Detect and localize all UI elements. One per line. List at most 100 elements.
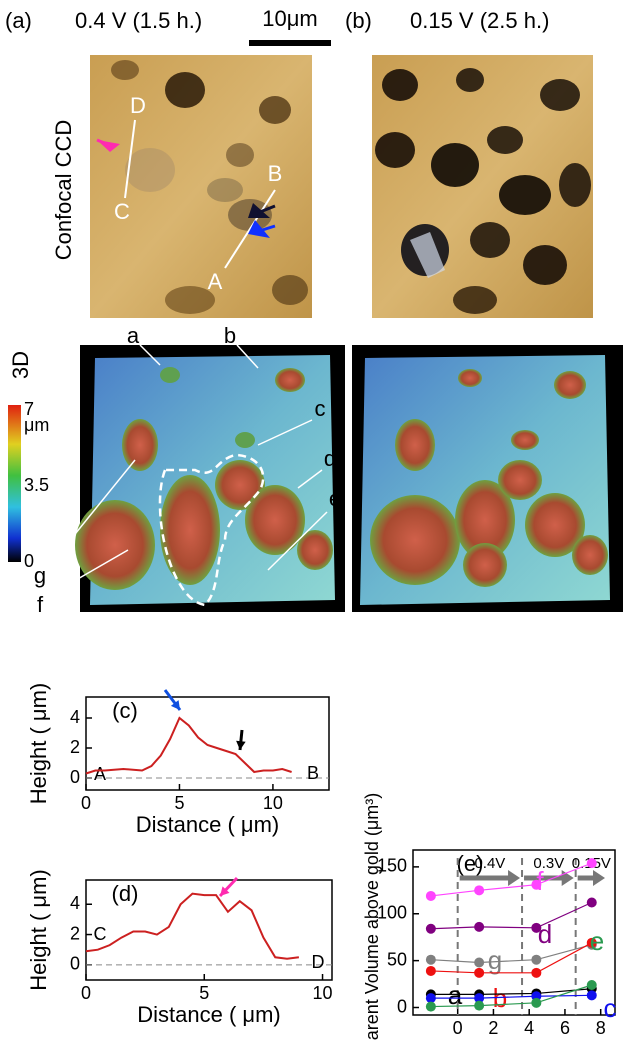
y-tick-label: 4 — [70, 707, 80, 727]
profile-line — [85, 716, 292, 775]
feature-label: f — [37, 592, 44, 617]
feature-label: c — [315, 396, 326, 421]
data-point — [586, 858, 597, 869]
data-point — [474, 1000, 485, 1011]
x-tick-label: 10 — [263, 793, 283, 813]
plot-frame — [85, 696, 330, 791]
plot-frame — [85, 879, 333, 981]
colorbar-tick: 3.5 — [24, 475, 49, 495]
profile-marker: C — [114, 199, 130, 224]
data-point — [425, 965, 436, 976]
panel-label: (c) — [112, 698, 138, 723]
series-label: e — [590, 926, 604, 956]
panel-label: (b) — [345, 8, 372, 33]
profile-marker: B — [268, 161, 283, 186]
panel-label: (e) — [457, 851, 484, 876]
stage-arrowhead — [593, 870, 605, 886]
x-tick-label: 5 — [174, 793, 184, 813]
series-line — [430, 862, 592, 897]
pointer-arrowhead — [220, 886, 230, 896]
colorbar-tick: 7 — [24, 399, 34, 419]
x-tick-label: 0 — [81, 983, 91, 1003]
annotation: B — [307, 763, 319, 783]
series-line — [430, 901, 593, 930]
surface-b — [352, 345, 623, 612]
panel-label: (a) — [5, 8, 32, 33]
series-label: d — [538, 919, 552, 949]
row-label: Confocal CCD — [51, 120, 76, 261]
feature-label: g — [34, 563, 46, 588]
y-tick-label: 0 — [70, 767, 80, 787]
series-label: f — [536, 866, 544, 896]
x-tick-label: 4 — [524, 1018, 534, 1038]
surface-a — [49, 344, 345, 612]
data-point — [425, 954, 436, 965]
data-point — [586, 980, 597, 990]
profile-marker: A — [208, 269, 223, 294]
series-line — [430, 944, 592, 964]
y-tick-label: 50 — [387, 949, 407, 969]
feature-labels: a b cde fg — [34, 323, 341, 617]
data-point — [531, 967, 542, 978]
x-tick-label: 6 — [560, 1018, 570, 1038]
feature-label: e — [329, 486, 341, 511]
series-label: c — [604, 993, 617, 1023]
profile-marker: D — [130, 93, 146, 118]
annotation: D — [312, 952, 325, 972]
y-axis-title: Height ( μm) — [26, 869, 51, 990]
data-point — [474, 967, 485, 978]
x-tick-label: 0 — [453, 1018, 463, 1038]
y-tick-label: 2 — [70, 923, 80, 943]
x-tick-label: 10 — [313, 983, 333, 1003]
annotation: C — [94, 924, 107, 944]
colorbar-tick: 0 — [24, 551, 34, 571]
stage-label: 0.4V — [474, 855, 505, 872]
feature-label: d — [324, 446, 336, 471]
data-point — [474, 921, 485, 932]
ccd-image-a: D C B A — [90, 55, 312, 318]
data-point — [531, 997, 542, 1008]
series-label: g — [488, 945, 502, 975]
x-axis-title: Distance ( μm) — [136, 812, 279, 837]
stage-label: 0.3V — [533, 855, 564, 872]
data-point — [586, 990, 597, 1001]
scale-bar — [249, 40, 331, 46]
ccd-image-b — [372, 55, 593, 318]
x-tick-label: 2 — [488, 1018, 498, 1038]
y-tick-label: 0 — [70, 954, 80, 974]
data-point — [425, 923, 436, 934]
data-point — [586, 937, 597, 948]
y-tick-label: 100 — [377, 903, 407, 923]
data-point — [531, 922, 542, 933]
stage-arrowhead — [508, 870, 521, 886]
series-line — [430, 984, 592, 1008]
y-tick-label: 4 — [70, 893, 80, 913]
feature-label: a — [127, 323, 140, 348]
y-axis-title: Apparent Volume above gold (μm³) — [362, 793, 382, 1040]
y-tick-label: 0 — [397, 996, 407, 1016]
panel-label: (d) — [112, 881, 139, 906]
colorbar — [8, 405, 21, 562]
annotation: A — [94, 764, 106, 784]
x-tick-label: 8 — [596, 1018, 606, 1038]
feature-label: b — [224, 323, 236, 348]
series-label: a — [448, 980, 463, 1010]
series-line — [430, 942, 593, 974]
plot-frame — [412, 849, 616, 1016]
data-point — [474, 957, 485, 968]
data-point — [474, 993, 485, 1004]
x-axis-title: Distance ( μm) — [137, 1002, 280, 1027]
series-line — [430, 994, 592, 999]
y-tick-label: 150 — [377, 856, 407, 876]
data-point — [586, 897, 597, 908]
data-point — [531, 879, 542, 890]
condition: 0.15 V (2.5 h.) — [410, 8, 549, 33]
y-axis-title: Height ( μm) — [26, 683, 51, 804]
profile-line — [85, 892, 300, 960]
y-tick-label: 2 — [70, 737, 80, 757]
scale-bar-label: 10μm — [262, 6, 317, 31]
x-tick-label: 5 — [199, 983, 209, 1003]
